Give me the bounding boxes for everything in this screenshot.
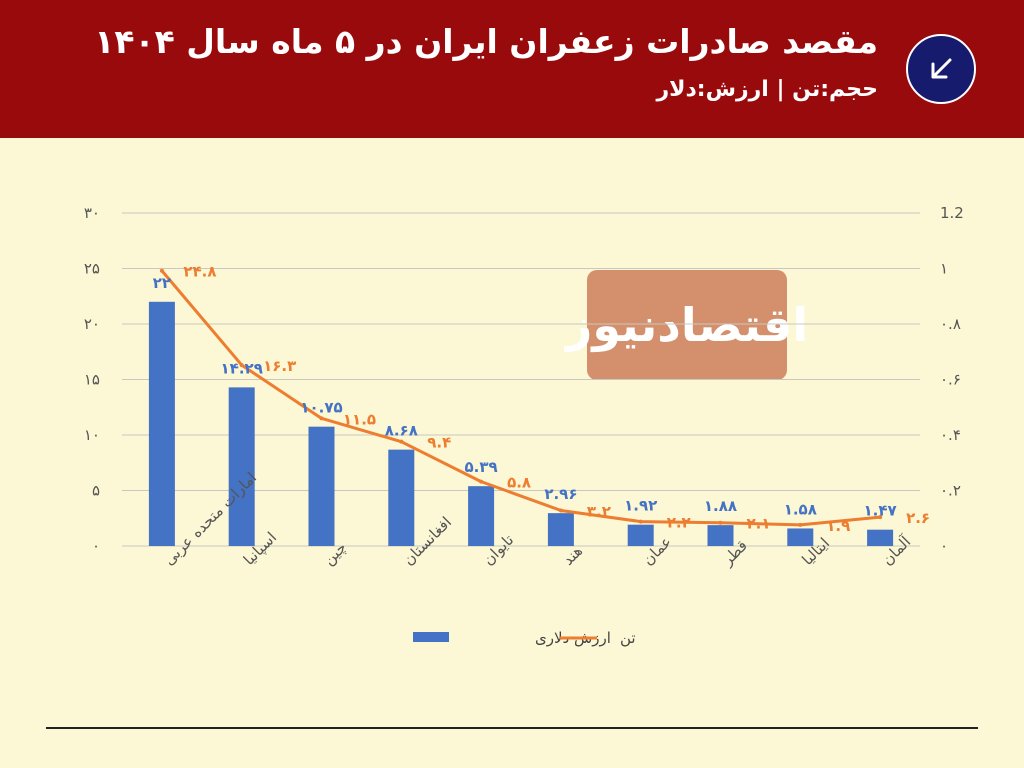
y-right-tick-label: 1.2 (940, 204, 964, 222)
bar (148, 301, 175, 546)
line-value-label: ۲۴.۸ (183, 263, 216, 281)
line-value-label: ۱۱.۵ (343, 410, 376, 428)
line-point (878, 515, 883, 520)
y-right-tick-label: ۱ (940, 260, 948, 278)
bar (627, 524, 654, 546)
line-value-label: ۲.۱ (746, 515, 770, 533)
bar (867, 529, 894, 546)
line-value-label: ۲.۶ (906, 509, 930, 527)
y-right-tick-label: ۰.۲ (940, 482, 961, 500)
y-left-tick-label: ۲۰ (84, 315, 100, 333)
arrow-down-left-icon[interactable] (906, 34, 976, 104)
line-point (638, 519, 643, 524)
bar (707, 525, 734, 546)
line-value-label: ۵.۸ (507, 474, 531, 492)
y-left-tick-label: ۰ (92, 537, 100, 555)
bar (787, 528, 814, 546)
y-left-tick-label: ۱۰ (84, 426, 100, 444)
line-value-label: ۱۶.۳ (263, 357, 296, 375)
line-point (159, 268, 164, 273)
bar-value-label: ۱۴.۲۹ (221, 359, 263, 377)
y-left-tick-label: ۱۵ (84, 371, 100, 389)
legend-swatch-bar (413, 632, 449, 642)
bar-value-label: ۸.۶۸ (385, 422, 418, 440)
line-point (239, 363, 244, 368)
bar (468, 486, 495, 546)
bar-value-label: ۱.۹۲ (624, 497, 657, 515)
y-left-tick-label: ۳۰ (84, 204, 100, 222)
header-banner: مقصد صادرات زعفران ایران در ۵ ماه سال ۱۴… (0, 0, 1024, 138)
bar-value-label: ۱.۸۸ (704, 497, 737, 515)
bottom-divider (46, 727, 978, 729)
watermark-logo: اقتصادنیوز (566, 270, 808, 380)
line-value-label: ۱.۹ (826, 517, 850, 535)
bar-value-label: ۵.۳۹ (465, 458, 498, 476)
page-title: مقصد صادرات زعفران ایران در ۵ ماه سال ۱۴… (94, 22, 878, 61)
bar-value-label: ۲۲ (153, 274, 171, 292)
bar (388, 449, 415, 546)
line-point (399, 439, 404, 444)
y-left-tick-label: ۵ (92, 482, 100, 500)
line-point (718, 520, 723, 525)
bar (547, 513, 574, 546)
bar-value-label: ۲.۹۶ (544, 485, 577, 503)
chart-canvas: ۲۲ ۱۴.۲۹ ۱۰.۷۵ ۸.۶۸ ۵.۳۹ ۲.۹۶ ۱.۹۲ ۱.۸۸ ۱.۵۸ ۱.۴۷… (84, 204, 964, 647)
line-value-label: ۲.۲ (667, 514, 691, 532)
line-point (319, 416, 324, 421)
line-value-label: ۳.۲ (587, 502, 611, 520)
line-point (558, 508, 563, 513)
bar (228, 387, 255, 546)
y-right-tick-label: ۰.۴ (940, 426, 961, 444)
y-right-tick-label: ۰.۸ (940, 315, 961, 333)
watermark-text: اقتصادنیوز (565, 298, 809, 352)
y-left-tick-label: ۲۵ (84, 260, 100, 278)
bar-value-label: ۱۰.۷۵ (300, 399, 342, 417)
page-subtitle: حجم:تن | ارزش:دلار (656, 77, 878, 102)
line-point (798, 522, 803, 527)
y-right-tick-label: ۰.۶ (940, 371, 961, 389)
legend-label-line: تن (620, 629, 636, 647)
y-right-tick-label: ۰ (940, 537, 948, 555)
bar-value-label: ۱.۴۷ (864, 502, 897, 520)
line-point (479, 479, 484, 484)
bar-value-label: ۱.۵۸ (784, 500, 817, 518)
line-value-label: ۹.۴ (427, 434, 451, 452)
series-line-ton (160, 269, 881, 527)
bar (308, 426, 335, 546)
